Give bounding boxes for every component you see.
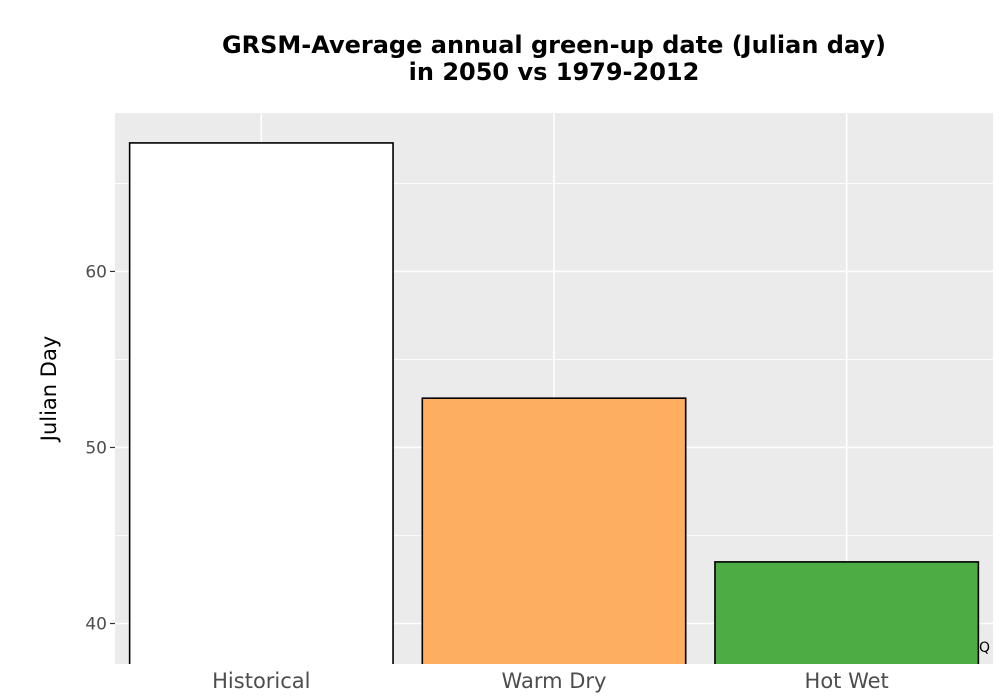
y-tick-label: 40 bbox=[85, 615, 107, 635]
chart-title-line-1: GRSM-Average annual green-up date (Julia… bbox=[221, 31, 887, 59]
x-tick-label: Historical bbox=[212, 669, 310, 693]
chart-title: GRSM-Average annual green-up date (Julia… bbox=[115, 32, 993, 86]
chart-title-line-2: in 2050 vs 1979-2012 bbox=[408, 58, 700, 86]
x-axis: Historical Warm Dry Hot Wet bbox=[212, 669, 889, 693]
x-tick-label: Warm Dry bbox=[502, 669, 607, 693]
bar-warm-dry bbox=[421, 397, 687, 667]
y-tick-label: 60 bbox=[85, 262, 107, 282]
y-axis-title: Julian Day bbox=[37, 336, 61, 444]
bar-hot-wet bbox=[714, 561, 980, 667]
bar-layer bbox=[113, 142, 995, 700]
corner-mark: Q bbox=[979, 640, 991, 656]
bar-historical bbox=[128, 142, 394, 667]
x-tick-label: Hot Wet bbox=[805, 669, 889, 693]
y-axis: 40 50 60 bbox=[85, 262, 115, 635]
panel-bottom-mask bbox=[113, 664, 995, 700]
y-tick-label: 50 bbox=[85, 438, 107, 458]
